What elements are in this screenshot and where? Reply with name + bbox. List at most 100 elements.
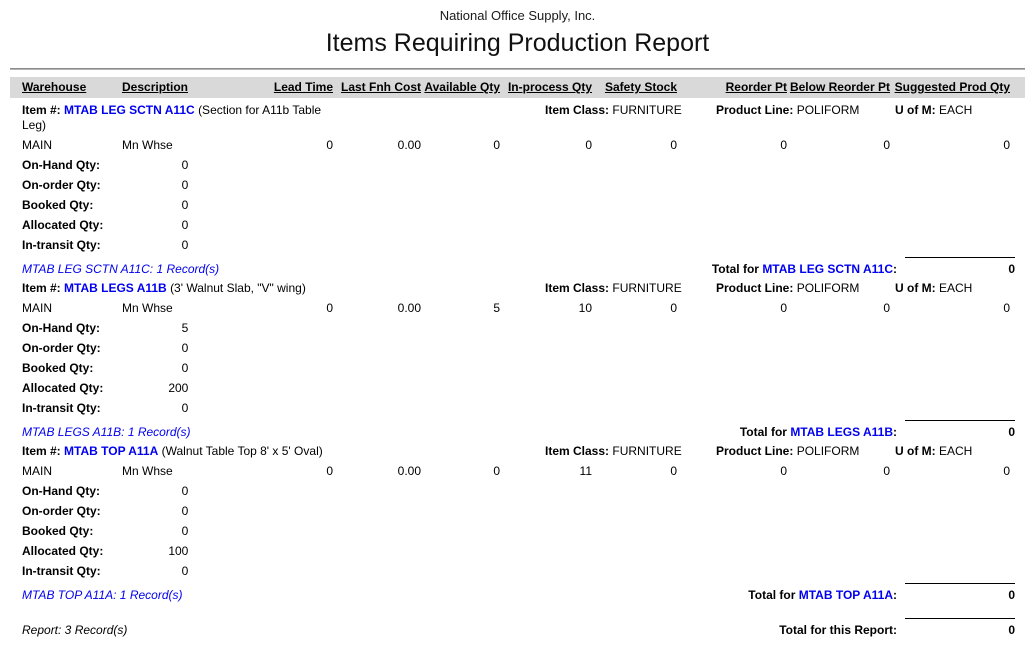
available-qty-value: 5 (493, 301, 500, 315)
item-total-label: Total for MTAB TOP A11A: (748, 588, 897, 602)
item-class-value: FURNITURE (612, 103, 682, 117)
warehouse-code: MAIN (22, 138, 52, 152)
suggested-prod-qty-value: 0 (1003, 138, 1010, 152)
on-hand-qty-label: On-Hand Qty: (22, 484, 100, 498)
uom-label: U of M: (895, 444, 936, 458)
on-order-qty-label: On-order Qty: (22, 178, 101, 192)
uom-cell: U of M: EACH (895, 281, 1035, 296)
detail-row: On-Hand Qty: 5 (0, 318, 1035, 338)
booked-qty-label: Booked Qty: (22, 198, 94, 212)
on-order-qty-value: 0 (181, 341, 189, 355)
item-number-label: Item #: (22, 281, 61, 295)
item-code-link[interactable]: MTAB LEGS A11B (64, 281, 167, 295)
item-total-label: Total for MTAB LEG SCTN A11C: (712, 262, 897, 276)
warehouse-row: MAIN Mn Whse 0 0.00 5 10 0 0 0 0 (0, 298, 1035, 318)
total-for-label: Total for (739, 425, 787, 439)
col-header-lead-time: Lead Time (273, 80, 333, 94)
warehouse-row: MAIN Mn Whse 0 0.00 0 11 0 0 0 0 (0, 461, 1035, 481)
item-code-link[interactable]: MTAB TOP A11A (64, 444, 159, 458)
on-order-qty-value: 0 (181, 504, 189, 518)
item-header: Item #: MTAB LEG SCTN A11C (Section for … (0, 103, 1035, 133)
warehouse-description: Mn Whse (122, 464, 173, 478)
on-hand-qty-label: On-Hand Qty: (22, 321, 100, 335)
item-description: (3' Walnut Slab, "V" wing) (170, 281, 306, 295)
item-record-count: MTAB TOP A11A: 1 Record(s) (22, 588, 183, 602)
in-transit-qty-value: 0 (181, 401, 189, 415)
item-class-cell: Item Class: FURNITURE (545, 281, 716, 296)
on-hand-qty-value: 5 (181, 321, 189, 335)
detail-row: Allocated Qty: 100 (0, 541, 1035, 561)
detail-row: On-Hand Qty: 0 (0, 155, 1035, 175)
item-code-link[interactable]: MTAB TOP A11A (798, 588, 893, 602)
item-number-label: Item #: (22, 444, 61, 458)
safety-stock-value: 0 (670, 301, 677, 315)
allocated-qty-label: Allocated Qty: (22, 381, 104, 395)
in-transit-qty-value: 0 (181, 238, 189, 252)
item-class-label: Item Class: (545, 444, 610, 458)
below-reorder-pt-value: 0 (883, 464, 890, 478)
item-header: Item #: MTAB LEGS A11B (3' Walnut Slab, … (0, 281, 1035, 296)
below-reorder-pt-value: 0 (883, 301, 890, 315)
in-process-qty-value: 11 (579, 464, 592, 478)
item-description: (Walnut Table Top 8' x 5' Oval) (161, 444, 323, 458)
product-line-label: Product Line: (716, 103, 794, 117)
in-transit-qty-label: In-transit Qty: (22, 238, 101, 252)
product-line-cell: Product Line: POLIFORM (716, 103, 895, 133)
last-fnh-cost-value: 0.00 (397, 138, 421, 152)
title-divider (10, 68, 1025, 70)
item-code-link[interactable]: MTAB LEG SCTN A11C (64, 103, 195, 117)
total-for-label: Total for (748, 588, 796, 602)
col-header-below-reorder-pt: Below Reorder Pt (789, 80, 890, 94)
uom-cell: U of M: EACH (895, 103, 1035, 133)
colon: : (893, 425, 897, 439)
column-header-row: Warehouse Description Lead Time Last Fnh… (10, 77, 1025, 98)
reorder-pt-value: 0 (780, 138, 787, 152)
reorder-pt-value: 0 (780, 301, 787, 315)
allocated-qty-label: Allocated Qty: (22, 218, 104, 232)
report-record-count: Report: 3 Record(s) (22, 623, 128, 637)
item-class-cell: Item Class: FURNITURE (545, 103, 716, 133)
item-code-link[interactable]: MTAB LEG SCTN A11C (762, 262, 893, 276)
last-fnh-cost-value: 0.00 (397, 301, 421, 315)
product-line-label: Product Line: (716, 281, 794, 295)
item-header: Item #: MTAB TOP A11A (Walnut Table Top … (0, 444, 1035, 459)
item-section: Item #: MTAB TOP A11A (Walnut Table Top … (0, 444, 1035, 602)
item-class-cell: Item Class: FURNITURE (545, 444, 716, 459)
in-transit-qty-label: In-transit Qty: (22, 401, 101, 415)
item-title: Item #: MTAB TOP A11A (Walnut Table Top … (22, 444, 545, 459)
in-process-qty-value: 0 (585, 138, 592, 152)
company-name: National Office Supply, Inc. (439, 8, 596, 23)
item-total-value: 0 (905, 257, 1015, 276)
detail-row: On-Hand Qty: 0 (0, 481, 1035, 501)
item-code-link[interactable]: MTAB LEGS A11B (790, 425, 893, 439)
col-header-last-fnh-cost: Last Fnh Cost (341, 80, 421, 94)
item-section: Item #: MTAB LEG SCTN A11C (Section for … (0, 103, 1035, 276)
on-order-qty-label: On-order Qty: (22, 341, 101, 355)
report-total-label: Total for this Report: (779, 623, 897, 637)
col-header-description: Description (122, 80, 189, 94)
report-title: Items Requiring Production Report (325, 29, 710, 57)
safety-stock-value: 0 (670, 138, 677, 152)
item-title: Item #: MTAB LEG SCTN A11C (Section for … (22, 103, 545, 133)
item-class-label: Item Class: (545, 103, 610, 117)
warehouse-code: MAIN (22, 301, 52, 315)
lead-time-value: 0 (326, 301, 333, 315)
last-fnh-cost-value: 0.00 (397, 464, 421, 478)
item-record-count: MTAB LEGS A11B: 1 Record(s) (22, 425, 191, 439)
detail-row: In-transit Qty: 0 (0, 561, 1035, 581)
in-process-qty-value: 10 (578, 301, 592, 315)
product-line-label: Product Line: (716, 444, 794, 458)
product-line-cell: Product Line: POLIFORM (716, 281, 895, 296)
available-qty-value: 0 (493, 138, 500, 152)
in-transit-qty-value: 0 (181, 564, 189, 578)
item-class-label: Item Class: (545, 281, 610, 295)
product-line-cell: Product Line: POLIFORM (716, 444, 895, 459)
on-hand-qty-value: 0 (181, 484, 189, 498)
allocated-qty-value: 0 (181, 218, 189, 232)
warehouse-description: Mn Whse (122, 138, 173, 152)
item-record-count: MTAB LEG SCTN A11C: 1 Record(s) (22, 262, 220, 276)
on-hand-qty-label: On-Hand Qty: (22, 158, 100, 172)
detail-row: Booked Qty: 0 (0, 358, 1035, 378)
uom-label: U of M: (895, 281, 936, 295)
warehouse-code: MAIN (22, 464, 52, 478)
